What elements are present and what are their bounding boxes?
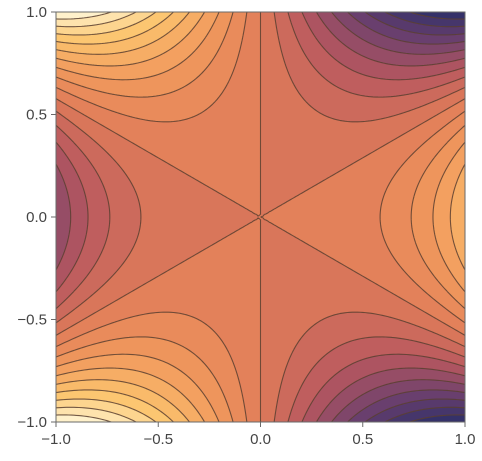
y-tick-label: 0.5 bbox=[26, 107, 47, 124]
y-tick-label: 1.0 bbox=[26, 4, 47, 21]
plot-area bbox=[55, 11, 466, 423]
contour-line bbox=[55, 11, 466, 423]
x-tick-label: −1.0 bbox=[41, 431, 71, 448]
x-tick-label: −0.5 bbox=[143, 431, 173, 448]
y-axis: −1.0 −0.5 0.0 0.5 1.0 bbox=[17, 4, 56, 431]
contour-line bbox=[55, 11, 466, 423]
x-axis: −1.0 −0.5 0.0 0.5 1.0 bbox=[41, 422, 475, 448]
contour-line bbox=[55, 11, 157, 423]
contour-line bbox=[55, 11, 466, 423]
contour-line bbox=[55, 11, 466, 423]
contour-line bbox=[55, 11, 137, 423]
contour-line bbox=[55, 11, 466, 423]
contour-lines bbox=[55, 11, 466, 423]
contour-line bbox=[55, 11, 174, 423]
contour-line bbox=[55, 11, 466, 423]
y-tick-label: −1.0 bbox=[17, 414, 47, 431]
contour-line bbox=[55, 11, 190, 423]
contour-line bbox=[55, 11, 466, 423]
contour-line bbox=[55, 11, 112, 423]
y-tick-label: −0.5 bbox=[17, 312, 47, 329]
contour-line bbox=[347, 11, 466, 423]
x-tick-label: 0.5 bbox=[352, 431, 373, 448]
y-tick-label: 0.0 bbox=[26, 209, 47, 226]
contour-line bbox=[55, 12, 466, 422]
x-tick-label: 0.0 bbox=[250, 431, 271, 448]
x-tick-label: 1.0 bbox=[455, 431, 476, 448]
